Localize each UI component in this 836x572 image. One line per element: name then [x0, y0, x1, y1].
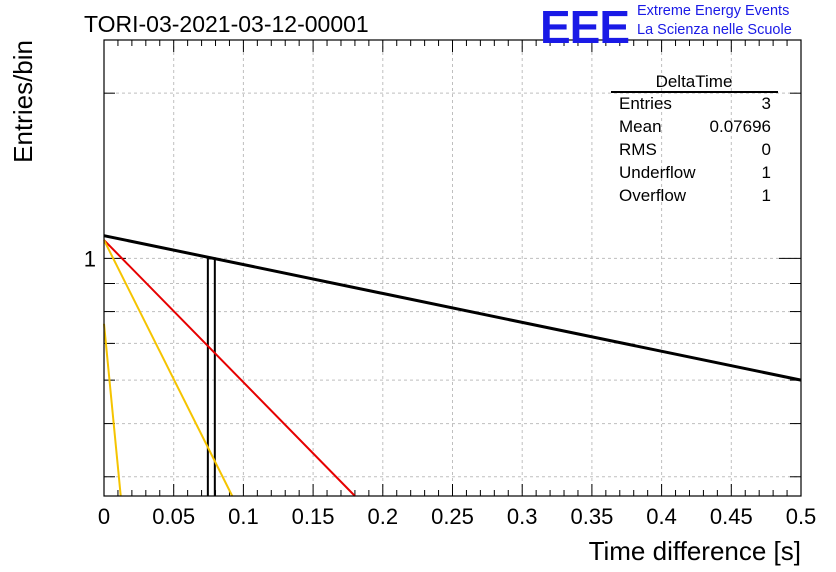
- x-tick-label: 0.25: [431, 504, 474, 529]
- stats-row-value: 3: [762, 94, 771, 113]
- yellow-series-line: [103, 323, 122, 497]
- x-tick-label: 0.15: [292, 504, 335, 529]
- fit-lines: [103, 234, 802, 497]
- stats-row-label: Entries: [619, 94, 672, 113]
- x-tick-label: 0.4: [646, 504, 677, 529]
- stats-box-title: DeltaTime: [656, 72, 733, 91]
- stats-row-value: 1: [762, 186, 771, 205]
- stats-row-label: Mean: [619, 117, 662, 136]
- x-tick-label: 0.45: [710, 504, 753, 529]
- y-tick-label: 1: [84, 246, 96, 271]
- y-tick-labels: 1: [84, 246, 96, 271]
- x-tick-label: 0.35: [570, 504, 613, 529]
- chart-title: TORI-03-2021-03-12-00001: [84, 11, 369, 37]
- yellow-series-line: [103, 239, 234, 497]
- x-tick-label: 0: [98, 504, 110, 529]
- x-tick-label: 0.3: [507, 504, 538, 529]
- x-tick-label: 0.05: [152, 504, 195, 529]
- black-series-line: [103, 234, 802, 382]
- logo-line-2: La Scienza nelle Scuole: [637, 22, 792, 38]
- stats-row-value: 1: [762, 163, 771, 182]
- stats-box-rows: Entries 3 Mean 0.07696 RMS 0 Underflow 1 Overflo…: [619, 94, 771, 205]
- stats-row-label: Overflow: [619, 186, 687, 205]
- logo-line-1: Extreme Energy Events: [637, 3, 790, 19]
- stats-row-label: Underflow: [619, 163, 696, 182]
- stats-box: DeltaTime Entries 3 Mean 0.07696 RMS 0 Underfl…: [611, 72, 778, 205]
- stats-row-label: RMS: [619, 140, 657, 159]
- eee-logo-mark: EEE: [540, 1, 630, 53]
- x-tick-labels: 0 0.05 0.1 0.15 0.2 0.25 0.3 0.35 0.4 0.45 0.5: [98, 504, 816, 529]
- stats-row-value: 0: [762, 140, 771, 159]
- x-axis-label: Time difference [s]: [589, 536, 801, 566]
- x-tick-label: 0.1: [228, 504, 259, 529]
- x-tick-label: 0.2: [368, 504, 399, 529]
- stats-row-value: 0.07696: [710, 117, 771, 136]
- red-series-line: [103, 239, 356, 497]
- y-axis-label: Entries/bin: [8, 40, 38, 163]
- x-tick-label: 0.5: [786, 504, 817, 529]
- plot-frame: [103, 39, 802, 497]
